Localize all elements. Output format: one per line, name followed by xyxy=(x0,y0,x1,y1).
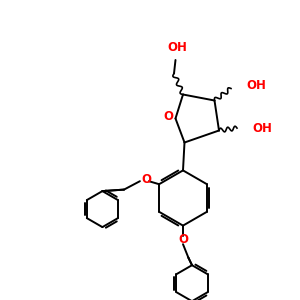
Text: OH: OH xyxy=(246,79,266,92)
Text: OH: OH xyxy=(252,122,272,135)
Text: OH: OH xyxy=(167,41,187,54)
Text: O: O xyxy=(163,110,173,124)
Text: O: O xyxy=(141,173,151,186)
Text: O: O xyxy=(178,232,188,246)
